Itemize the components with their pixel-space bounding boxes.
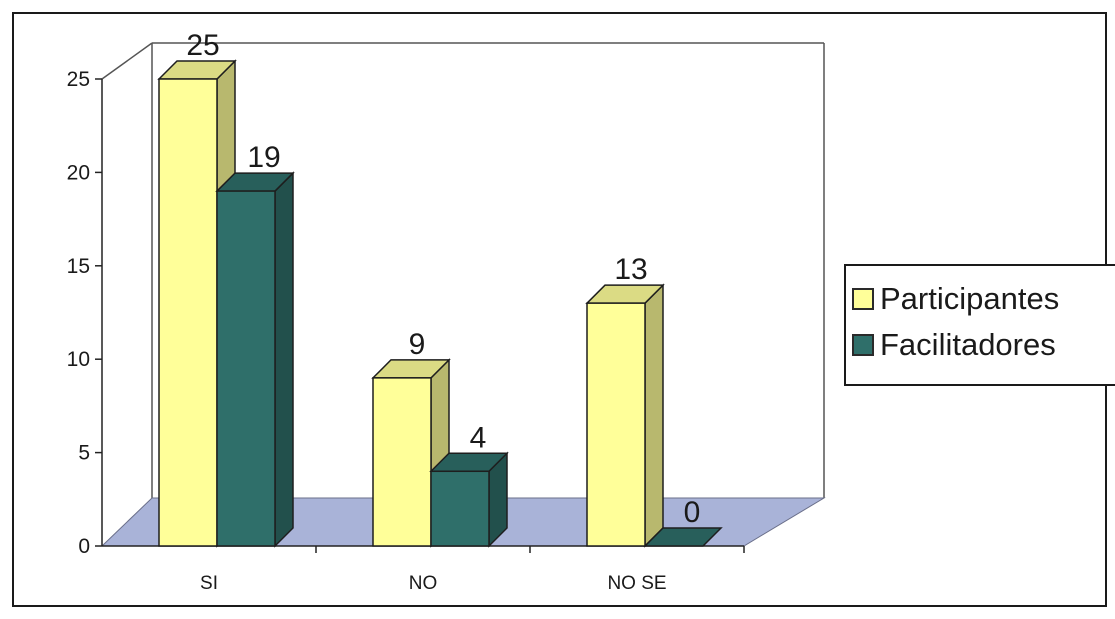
data-label-facilitadores-no-se: 0: [684, 496, 701, 529]
bar-facilitadores-no-se: [643, 527, 723, 547]
legend-label-facilitadores: Facilitadores: [880, 327, 1056, 362]
bar-facilitadores-no: [429, 451, 509, 548]
chart-plot: 0 5 10 15 20 25 SI 25 19 NO 9 4 NO SE 13 0: [67, 29, 826, 594]
y-tick-label: 10: [67, 348, 90, 371]
legend-swatch-facilitadores: [852, 334, 874, 356]
x-tick-label-no-se: NO SE: [607, 573, 666, 594]
data-label-facilitadores-no: 4: [470, 421, 487, 454]
legend-item-facilitadores: Facilitadores: [852, 322, 1115, 368]
data-label-facilitadores-si: 19: [247, 141, 280, 174]
legend-label-participantes: Participantes: [880, 281, 1060, 316]
y-tick-label: 0: [78, 535, 90, 558]
chart-frame: 0 5 10 15 20 25 SI 25 19 NO 9 4 NO SE 13 0 Participant…: [12, 12, 1115, 607]
y-tick-label: 20: [67, 161, 90, 184]
bar-participantes-no-se: [585, 283, 665, 548]
y-tick-label: 5: [78, 442, 90, 465]
side-wall-top-edge: [101, 42, 153, 80]
data-label-participantes-no: 9: [409, 328, 426, 361]
chart-legend: Participantes Facilitadores: [844, 264, 1115, 386]
x-tick-label-no: NO: [409, 573, 438, 594]
data-label-participantes-si: 25: [186, 29, 219, 62]
y-tick-label: 15: [67, 255, 90, 278]
y-tick-label: 25: [67, 68, 90, 91]
x-tick-label-si: SI: [200, 573, 218, 594]
data-label-participantes-no-se: 13: [614, 253, 647, 286]
legend-swatch-participantes: [852, 288, 874, 310]
bar-facilitadores-si: [215, 171, 295, 548]
legend-item-participantes: Participantes: [852, 276, 1115, 322]
